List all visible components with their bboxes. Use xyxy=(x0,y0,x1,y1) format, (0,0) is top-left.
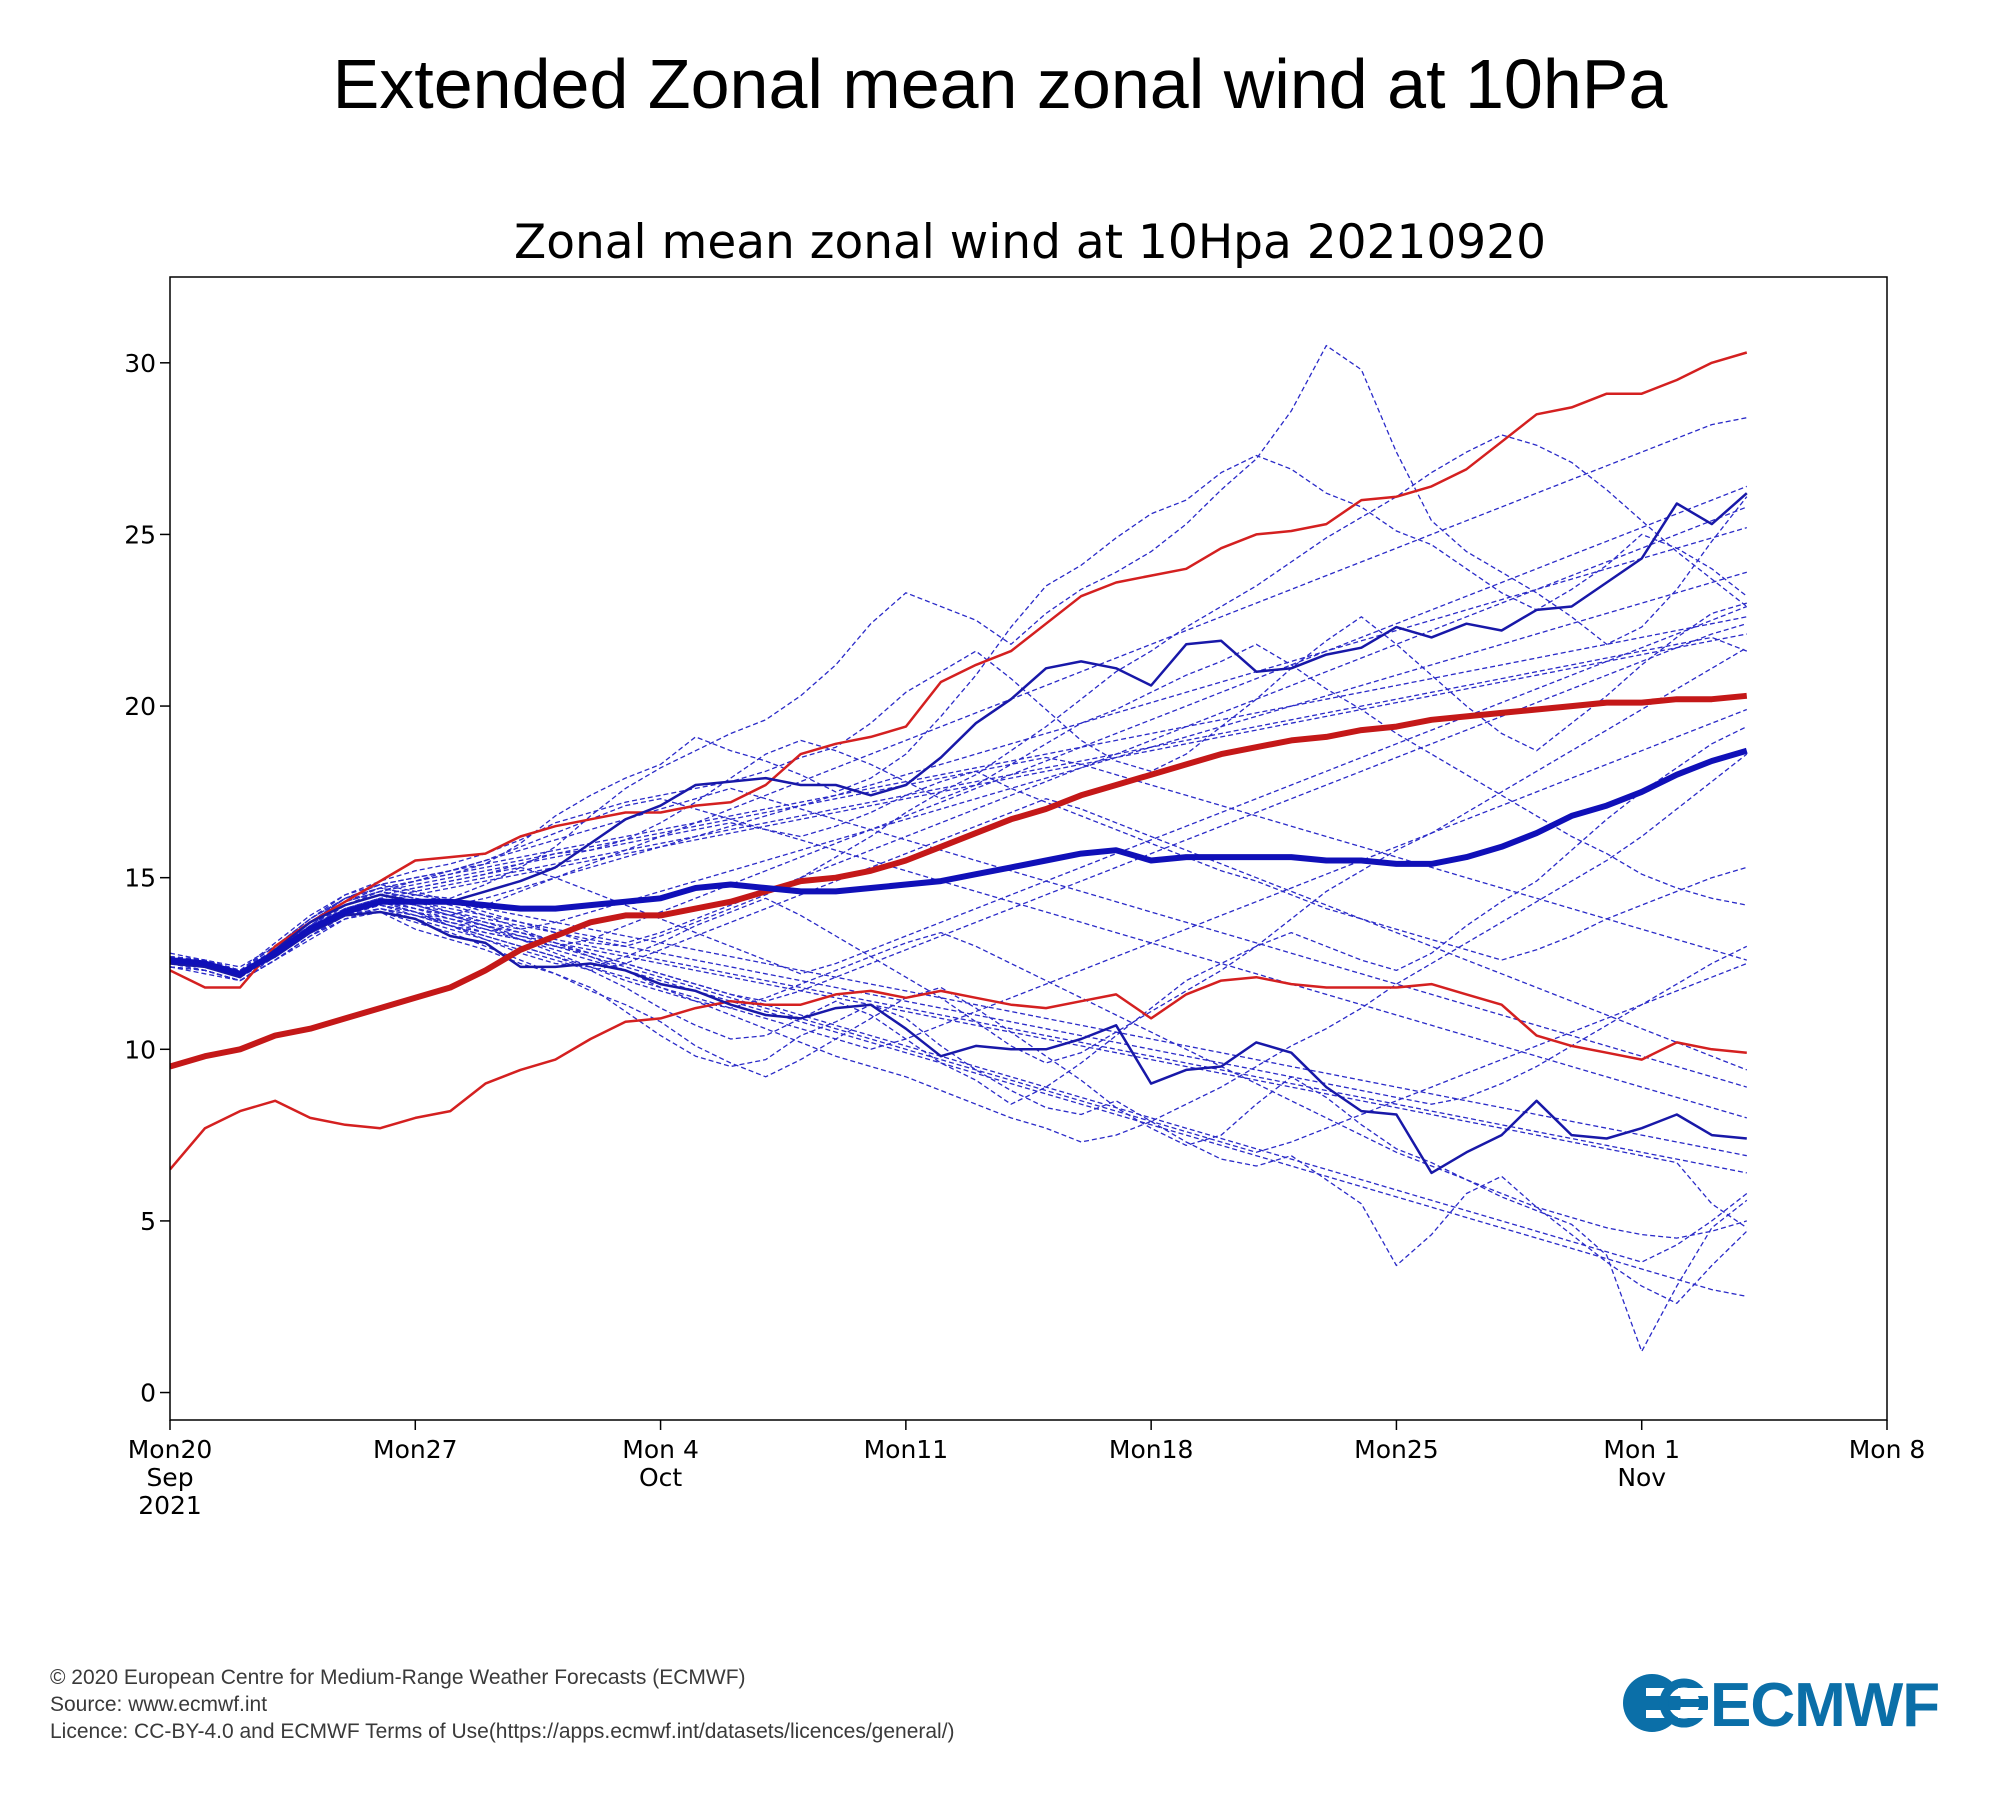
page-title: Extended Zonal mean zonal wind at 10hPa xyxy=(332,45,1668,123)
x-tick-label: Mon25 xyxy=(1354,1435,1439,1464)
series-line-m18 xyxy=(170,897,1747,1298)
series-line-m30 xyxy=(170,636,1748,978)
series-line-m7 xyxy=(170,602,1747,972)
x-tick-label: Mon 8 xyxy=(1849,1435,1926,1464)
x-tick-sublabel: Sep xyxy=(146,1463,193,1492)
ecmwf-logo-icon xyxy=(1623,1674,1708,1732)
series-line-m24 xyxy=(170,417,1747,978)
series-line-m26 xyxy=(170,616,1747,972)
y-tick-label: 5 xyxy=(140,1207,156,1236)
series-line-m35 xyxy=(170,822,1747,1119)
series-line-m33 xyxy=(170,887,1747,1157)
series-line-climate-max xyxy=(170,351,1748,989)
series-line-m10 xyxy=(170,434,1748,975)
x-tick-label: Mon11 xyxy=(864,1435,949,1464)
x-tick-label: Mon20 xyxy=(128,1435,213,1464)
series-line-m13 xyxy=(170,770,1747,972)
ecmwf-logo: ECMWF xyxy=(1618,1668,1963,1740)
x-tick-label: Mon27 xyxy=(373,1435,458,1464)
series-line-m20 xyxy=(170,798,1748,1071)
series-line-m23 xyxy=(170,787,1747,1088)
series-line-m17 xyxy=(170,485,1748,978)
series-line-m25 xyxy=(170,708,1748,1050)
series-line-m14 xyxy=(170,623,1747,1002)
y-axis: 0 5 10 15 20 25 30 xyxy=(124,349,170,1408)
series-line-m12 xyxy=(170,753,1748,1143)
chart-title: Zonal mean zonal wind at 10Hpa 20210920 xyxy=(514,215,1546,270)
x-tick-label: Mon18 xyxy=(1109,1435,1194,1464)
y-tick-label: 15 xyxy=(124,864,156,893)
series-line-m27 xyxy=(170,897,1748,1153)
series-line-ens-mean xyxy=(170,747,1748,977)
series-line-m16 xyxy=(170,756,1747,972)
series-line-m8 xyxy=(170,911,1748,1353)
x-tick-sublabel: 2021 xyxy=(138,1491,202,1520)
y-tick-label: 30 xyxy=(124,349,156,378)
plot-frame xyxy=(169,276,1888,1421)
x-tick-sublabel: Nov xyxy=(1617,1463,1666,1492)
series-line-m36 xyxy=(170,907,1748,1229)
series-line-m21 xyxy=(170,605,1748,975)
y-tick-label: 25 xyxy=(124,520,156,549)
series-line-m28 xyxy=(170,633,1747,978)
footer-licence: Licence: CC-BY-4.0 and ECMWF Terms of Us… xyxy=(50,1720,955,1743)
y-tick-label: 20 xyxy=(124,692,156,721)
x-tick-label: Mon 4 xyxy=(622,1435,699,1464)
series-line-m3 xyxy=(170,344,1748,968)
series-line-m4 xyxy=(170,911,1748,1304)
y-tick-label: 0 xyxy=(140,1379,156,1408)
y-tick-label: 10 xyxy=(124,1035,156,1064)
series-layer xyxy=(170,344,1748,1353)
series-line-climate-min xyxy=(170,975,1747,1171)
footer: © 2020 European Centre for Medium-Range … xyxy=(50,1664,955,1745)
series-line-member-solid-2 xyxy=(170,910,1747,1175)
series-line-m29 xyxy=(170,890,1748,1263)
x-tick-label: Mon 1 xyxy=(1603,1435,1680,1464)
series-line-m34 xyxy=(170,571,1747,978)
footer-source: Source: www.ecmwf.int xyxy=(50,1693,268,1716)
series-line-m31 xyxy=(170,904,1747,1174)
series-line-m9 xyxy=(170,643,1747,975)
ecmwf-logo-text: ECMWF xyxy=(1710,1671,1940,1740)
footer-copyright: © 2020 European Centre for Medium-Range … xyxy=(50,1666,746,1689)
x-tick-sublabel: Oct xyxy=(639,1463,682,1492)
series-line-m32 xyxy=(170,506,1748,975)
series-line-m11 xyxy=(170,647,1748,1064)
series-line-m15 xyxy=(170,897,1747,1239)
series-line-climate-mean xyxy=(170,692,1748,1070)
